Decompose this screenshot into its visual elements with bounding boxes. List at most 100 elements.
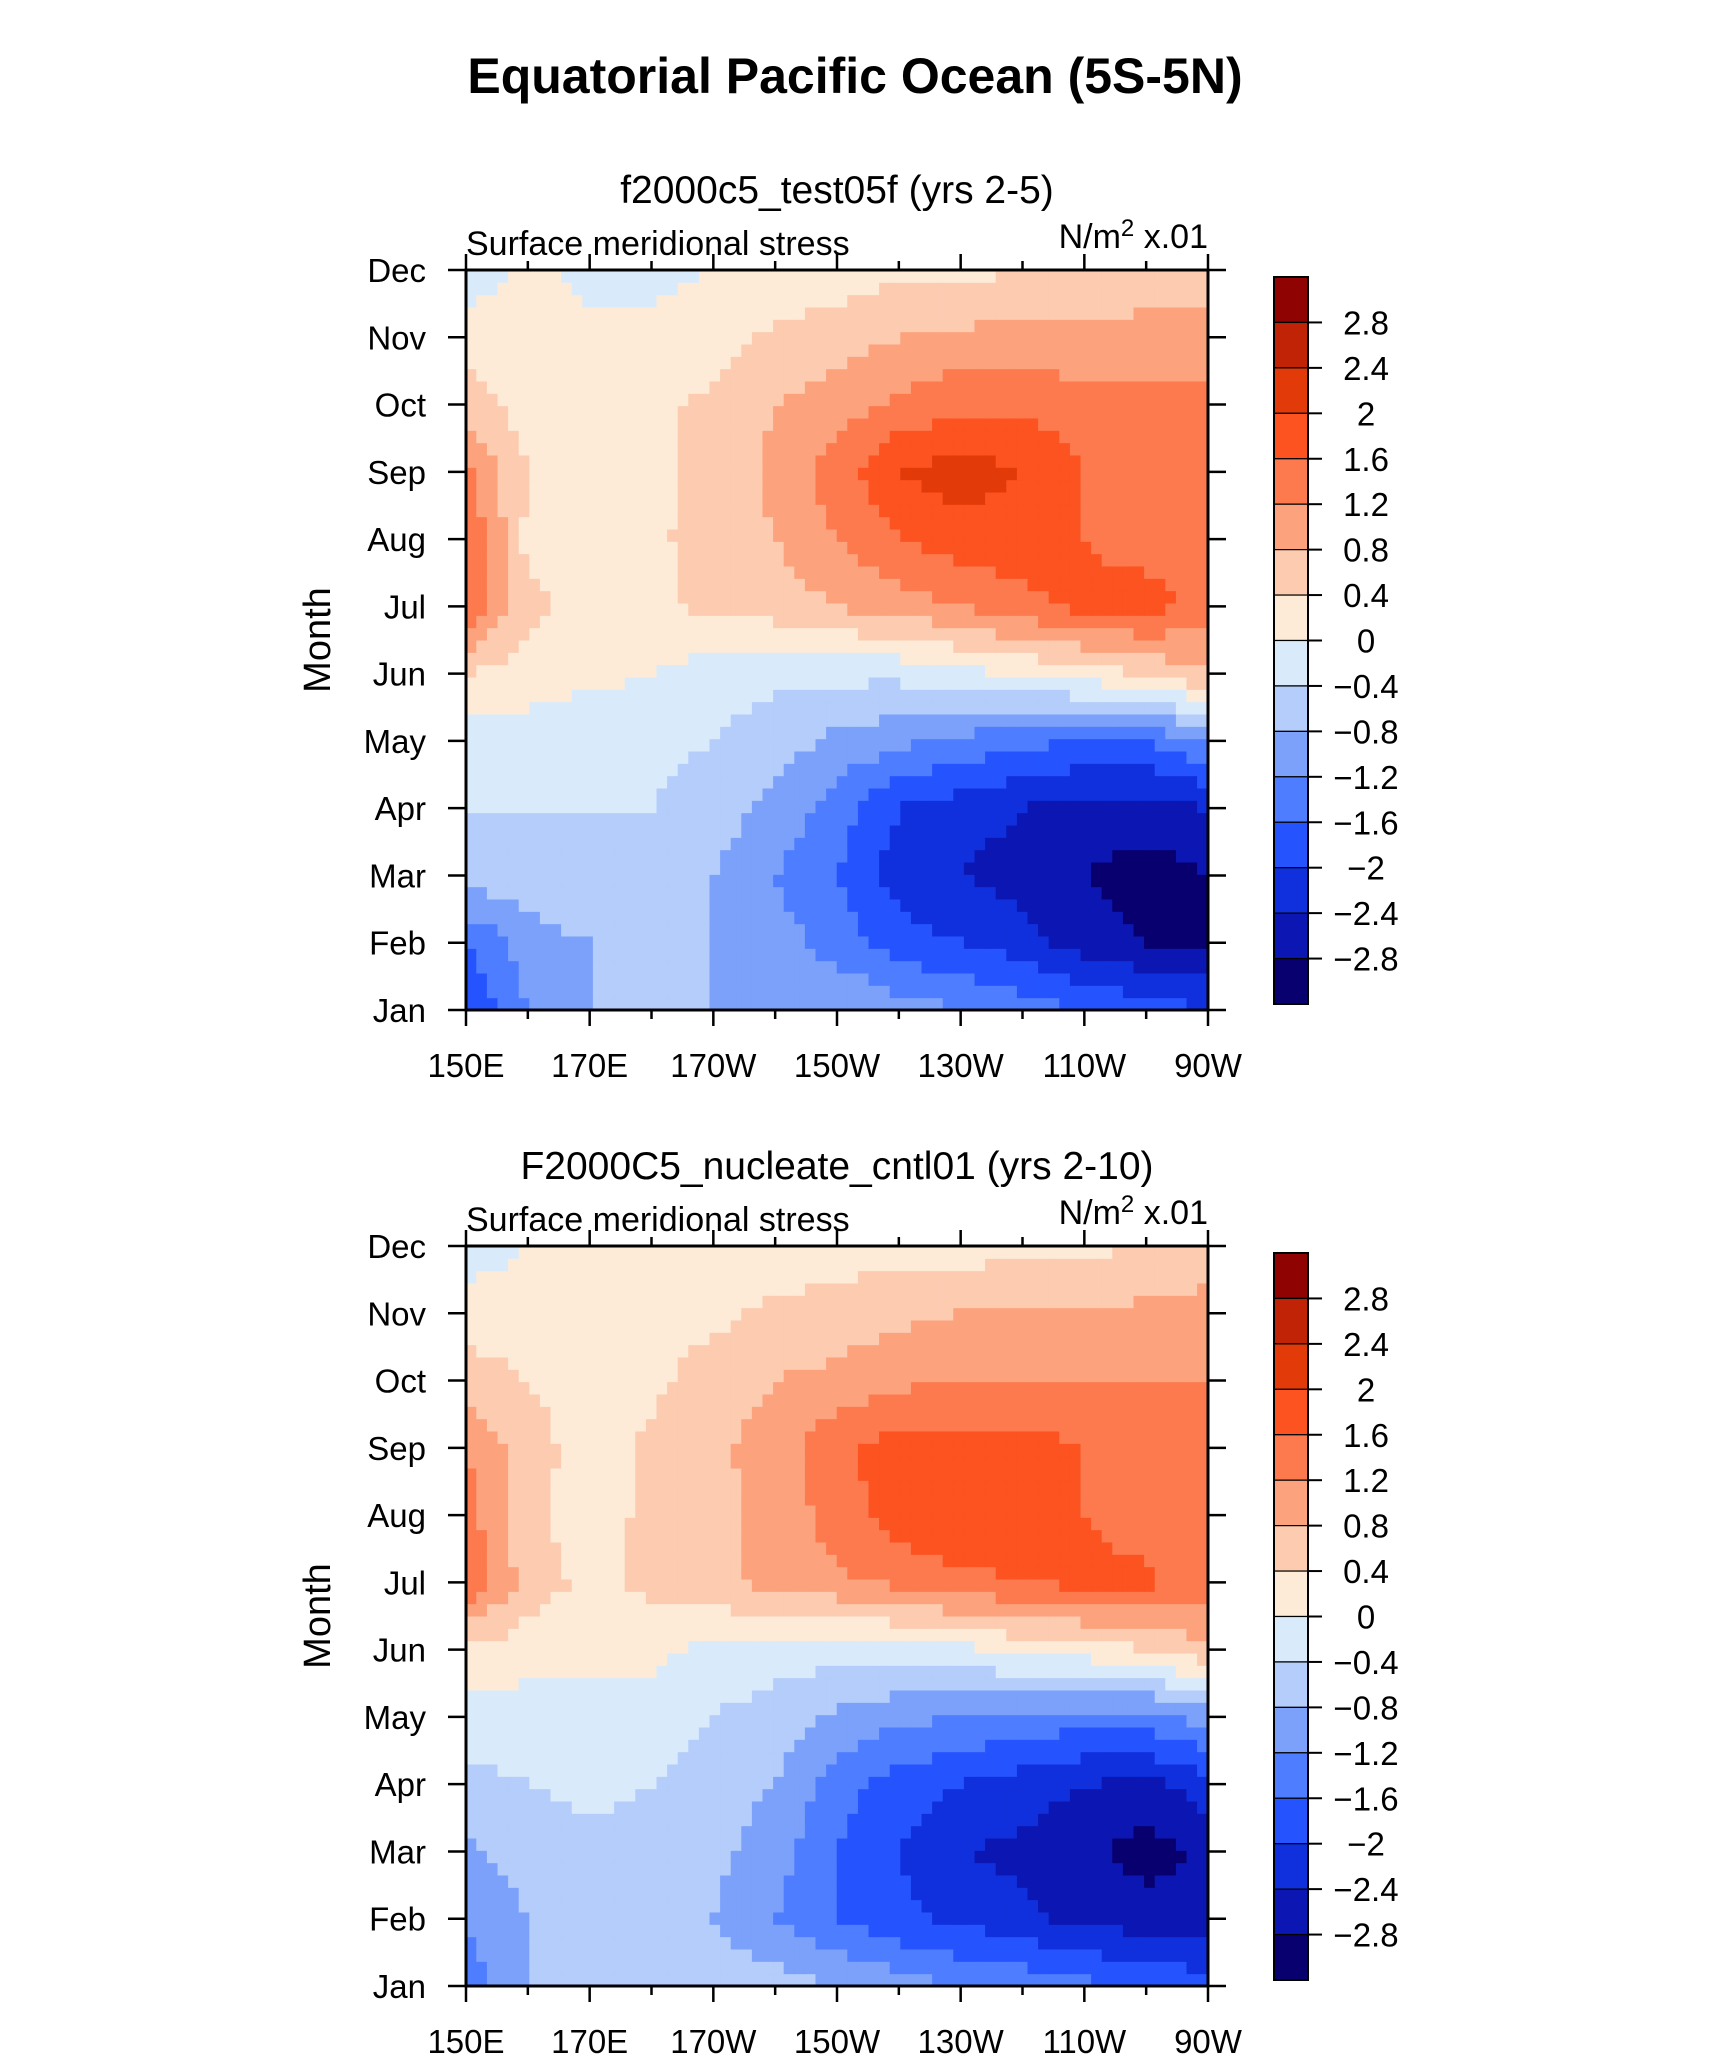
contour-cell xyxy=(720,294,731,307)
contour-cell xyxy=(1165,430,1176,443)
contour-cell xyxy=(561,775,572,788)
contour-cell xyxy=(911,455,922,468)
contour-cell xyxy=(922,270,933,283)
contour-cell xyxy=(858,936,869,949)
contour-cell xyxy=(1028,677,1039,690)
contour-cell xyxy=(720,1924,731,1937)
contour-cell xyxy=(646,1899,657,1912)
contour-cell xyxy=(816,566,827,579)
contour-cell xyxy=(858,726,869,739)
contour-cell xyxy=(646,541,657,554)
contour-cell xyxy=(487,849,498,862)
contour-cell xyxy=(561,640,572,653)
contour-cell xyxy=(519,726,530,739)
contour-cell xyxy=(911,405,922,418)
contour-cell xyxy=(1059,948,1070,961)
contour-cell xyxy=(1049,973,1060,986)
contour-cell xyxy=(582,553,593,566)
contour-cell xyxy=(614,603,625,616)
colorbar-label: 1.2 xyxy=(1343,486,1389,523)
contour-cell xyxy=(953,294,964,307)
contour-cell xyxy=(805,529,816,542)
contour-cell xyxy=(911,504,922,517)
contour-cell xyxy=(508,331,519,344)
contour-cell xyxy=(551,751,562,764)
contour-cell xyxy=(519,1875,530,1888)
contour-cell xyxy=(1176,627,1187,640)
contour-cell xyxy=(625,640,636,653)
contour-cell xyxy=(667,1875,678,1888)
contour-cell xyxy=(561,973,572,986)
contour-cell xyxy=(1134,849,1145,862)
x-tick-label: 150W xyxy=(794,1047,881,1084)
contour-cell xyxy=(890,948,901,961)
contour-cell xyxy=(741,1899,752,1912)
contour-cell xyxy=(763,825,774,838)
contour-cell xyxy=(625,603,636,616)
contour-cell xyxy=(625,1875,636,1888)
contour-cell xyxy=(805,307,816,320)
contour-cell xyxy=(582,1924,593,1937)
contour-cell xyxy=(487,936,498,949)
contour-cell xyxy=(805,1961,816,1974)
contour-cell xyxy=(582,763,593,776)
contour-cell xyxy=(699,985,710,998)
contour-cell xyxy=(572,738,583,751)
contour-cell xyxy=(487,455,498,468)
contour-cell xyxy=(625,886,636,899)
contour-cell xyxy=(1165,455,1176,468)
contour-cell xyxy=(508,775,519,788)
contour-cell xyxy=(922,590,933,603)
contour-cell xyxy=(932,1961,943,1974)
contour-cell xyxy=(816,331,827,344)
contour-cell xyxy=(720,418,731,431)
contour-cell xyxy=(710,714,721,727)
contour-cell xyxy=(593,948,604,961)
contour-cell xyxy=(911,899,922,912)
contour-cell xyxy=(858,1912,869,1925)
contour-cell xyxy=(1059,541,1070,554)
contour-cell xyxy=(1081,701,1092,714)
contour-cell xyxy=(1017,590,1028,603)
contour-cell xyxy=(667,368,678,381)
contour-cell xyxy=(1102,553,1113,566)
contour-cell xyxy=(667,936,678,949)
contour-cell xyxy=(996,1875,1007,1888)
contour-cell xyxy=(890,294,901,307)
contour-cell xyxy=(890,899,901,912)
contour-cell xyxy=(604,553,615,566)
contour-cell xyxy=(932,331,943,344)
contour-cell xyxy=(699,615,710,628)
contour-cell xyxy=(551,356,562,369)
contour-cell xyxy=(1187,1912,1198,1925)
contour-cell xyxy=(879,837,890,850)
contour-cell xyxy=(773,529,784,542)
contour-cell xyxy=(1081,307,1092,320)
contour-cell xyxy=(678,430,689,443)
contour-cell xyxy=(487,405,498,418)
contour-cell xyxy=(529,1924,540,1937)
contour-cell xyxy=(1059,405,1070,418)
contour-cell xyxy=(975,467,986,480)
contour-cell xyxy=(900,381,911,394)
contour-cell xyxy=(784,923,795,936)
contour-cell xyxy=(900,492,911,505)
contour-cell xyxy=(816,701,827,714)
contour-cell xyxy=(1187,529,1198,542)
contour-cell xyxy=(1081,578,1092,591)
contour-cell xyxy=(1081,294,1092,307)
contour-cell xyxy=(688,603,699,616)
contour-cell xyxy=(900,862,911,875)
contour-cell xyxy=(688,664,699,677)
contour-cell xyxy=(508,319,519,332)
contour-cell xyxy=(1006,973,1017,986)
contour-cell xyxy=(572,516,583,529)
contour-cell xyxy=(1091,492,1102,505)
contour-cell xyxy=(1070,430,1081,443)
contour-cell xyxy=(614,344,625,357)
contour-cell xyxy=(1038,455,1049,468)
contour-cell xyxy=(1144,553,1155,566)
contour-cell xyxy=(773,677,784,690)
colorbar-swatch xyxy=(1274,504,1308,549)
contour-cell xyxy=(1187,862,1198,875)
